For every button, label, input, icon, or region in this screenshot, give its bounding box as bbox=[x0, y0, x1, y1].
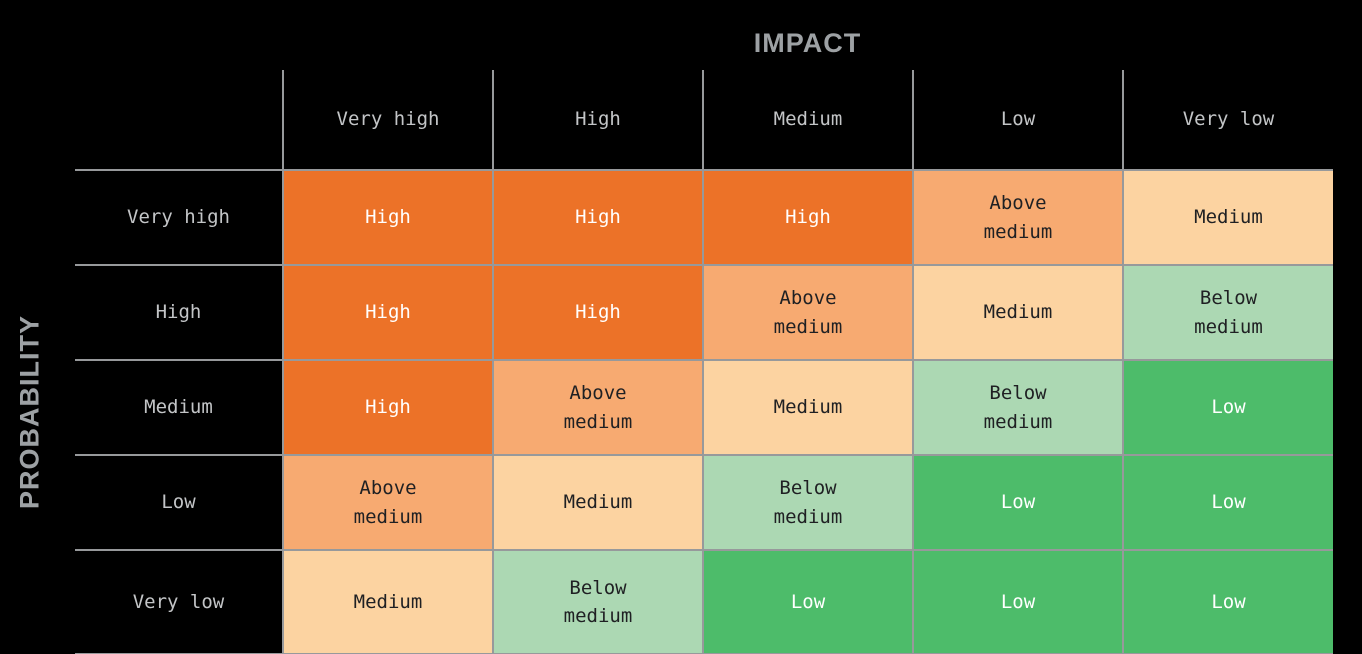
matrix-row-high: High High High Above medium Medium Below medi… bbox=[75, 264, 1333, 361]
risk-cell: Low bbox=[1122, 454, 1333, 551]
risk-cell: Above medium bbox=[492, 359, 704, 456]
risk-cell-label: Low bbox=[1211, 396, 1246, 419]
column-header-low: Low bbox=[912, 70, 1123, 171]
risk-cell-label: High bbox=[365, 396, 411, 419]
risk-cell-label: Below medium bbox=[773, 477, 843, 528]
matrix-row-low: Low Above medium Medium Below medium Low Low bbox=[75, 454, 1333, 551]
risk-cell: Below medium bbox=[1122, 264, 1333, 361]
risk-cell: High bbox=[492, 169, 704, 266]
row-label-medium: Medium bbox=[75, 360, 283, 456]
matrix-row-medium: Medium High Above medium Medium Below medium… bbox=[75, 359, 1333, 456]
risk-cell-label: Above medium bbox=[563, 382, 633, 433]
risk-cell-label: Medium bbox=[1194, 206, 1263, 229]
risk-cell-label: Below medium bbox=[983, 382, 1053, 433]
risk-cell-label: Above medium bbox=[773, 287, 843, 338]
risk-cell-label: High bbox=[575, 206, 621, 229]
risk-cell-label: Low bbox=[1000, 491, 1036, 514]
risk-cell: High bbox=[492, 264, 704, 361]
risk-cell-label: Medium bbox=[353, 590, 423, 613]
risk-cell: Low bbox=[1122, 549, 1333, 654]
risk-cell-label: Below medium bbox=[563, 576, 633, 628]
risk-cell: Medium bbox=[1122, 169, 1333, 266]
matrix-row-very-high: Very high High High High Above medium Medium bbox=[75, 169, 1333, 266]
risk-cell-label: Medium bbox=[773, 396, 843, 419]
risk-cell: Below medium bbox=[492, 549, 704, 654]
risk-cell: High bbox=[282, 169, 494, 266]
risk-cell: High bbox=[282, 359, 494, 456]
risk-cell: Medium bbox=[702, 359, 914, 456]
risk-cell: Below medium bbox=[912, 359, 1124, 456]
risk-cell-label: High bbox=[785, 206, 831, 229]
risk-cell-label: Above medium bbox=[983, 192, 1053, 243]
risk-cell: High bbox=[702, 169, 914, 266]
risk-cell: Below medium bbox=[702, 454, 914, 551]
matrix-body: Very high High High High Above medium Medium H… bbox=[75, 169, 1333, 654]
risk-cell-label: Above medium bbox=[353, 477, 423, 528]
risk-cell-label: Medium bbox=[563, 491, 633, 514]
risk-cell: Above medium bbox=[282, 454, 494, 551]
impact-header-row: Very high High Medium Low Very low bbox=[75, 70, 1333, 171]
probability-axis-title: PROBABILITY bbox=[14, 314, 45, 510]
corner-cell bbox=[75, 70, 283, 171]
risk-cell: High bbox=[282, 264, 494, 361]
risk-cell-label: Low bbox=[1211, 590, 1246, 613]
risk-cell: Above medium bbox=[702, 264, 914, 361]
risk-cell: Above medium bbox=[912, 169, 1124, 266]
risk-cell-label: High bbox=[365, 301, 411, 324]
risk-cell: Medium bbox=[282, 549, 494, 654]
matrix-row-very-low: Very low Medium Below medium Low Low Low bbox=[75, 549, 1333, 654]
risk-cell-label: Below medium bbox=[1194, 287, 1263, 338]
risk-cell: Low bbox=[912, 454, 1124, 551]
column-header-high: High bbox=[492, 70, 703, 171]
risk-cell-label: Low bbox=[790, 590, 826, 613]
risk-cell-label: High bbox=[575, 301, 621, 324]
row-label-very-low: Very low bbox=[75, 550, 283, 654]
column-header-very-high: Very high bbox=[282, 70, 493, 171]
risk-cell: Low bbox=[702, 549, 914, 654]
risk-cell: Low bbox=[1122, 359, 1333, 456]
column-header-medium: Medium bbox=[702, 70, 913, 171]
risk-cell-label: Low bbox=[1000, 590, 1036, 613]
risk-matrix-table: Very high High Medium Low Very low Very high… bbox=[75, 70, 1333, 654]
risk-cell-label: Medium bbox=[983, 301, 1053, 324]
row-label-low: Low bbox=[75, 455, 283, 551]
risk-cell-label: Low bbox=[1211, 491, 1246, 514]
risk-cell: Medium bbox=[912, 264, 1124, 361]
row-label-high: High bbox=[75, 265, 283, 361]
risk-cell: Low bbox=[912, 549, 1124, 654]
risk-cell: Medium bbox=[492, 454, 704, 551]
risk-cell-label: High bbox=[365, 206, 411, 229]
row-label-very-high: Very high bbox=[75, 170, 283, 266]
impact-axis-title: IMPACT bbox=[753, 28, 862, 58]
column-header-very-low: Very low bbox=[1122, 70, 1333, 171]
